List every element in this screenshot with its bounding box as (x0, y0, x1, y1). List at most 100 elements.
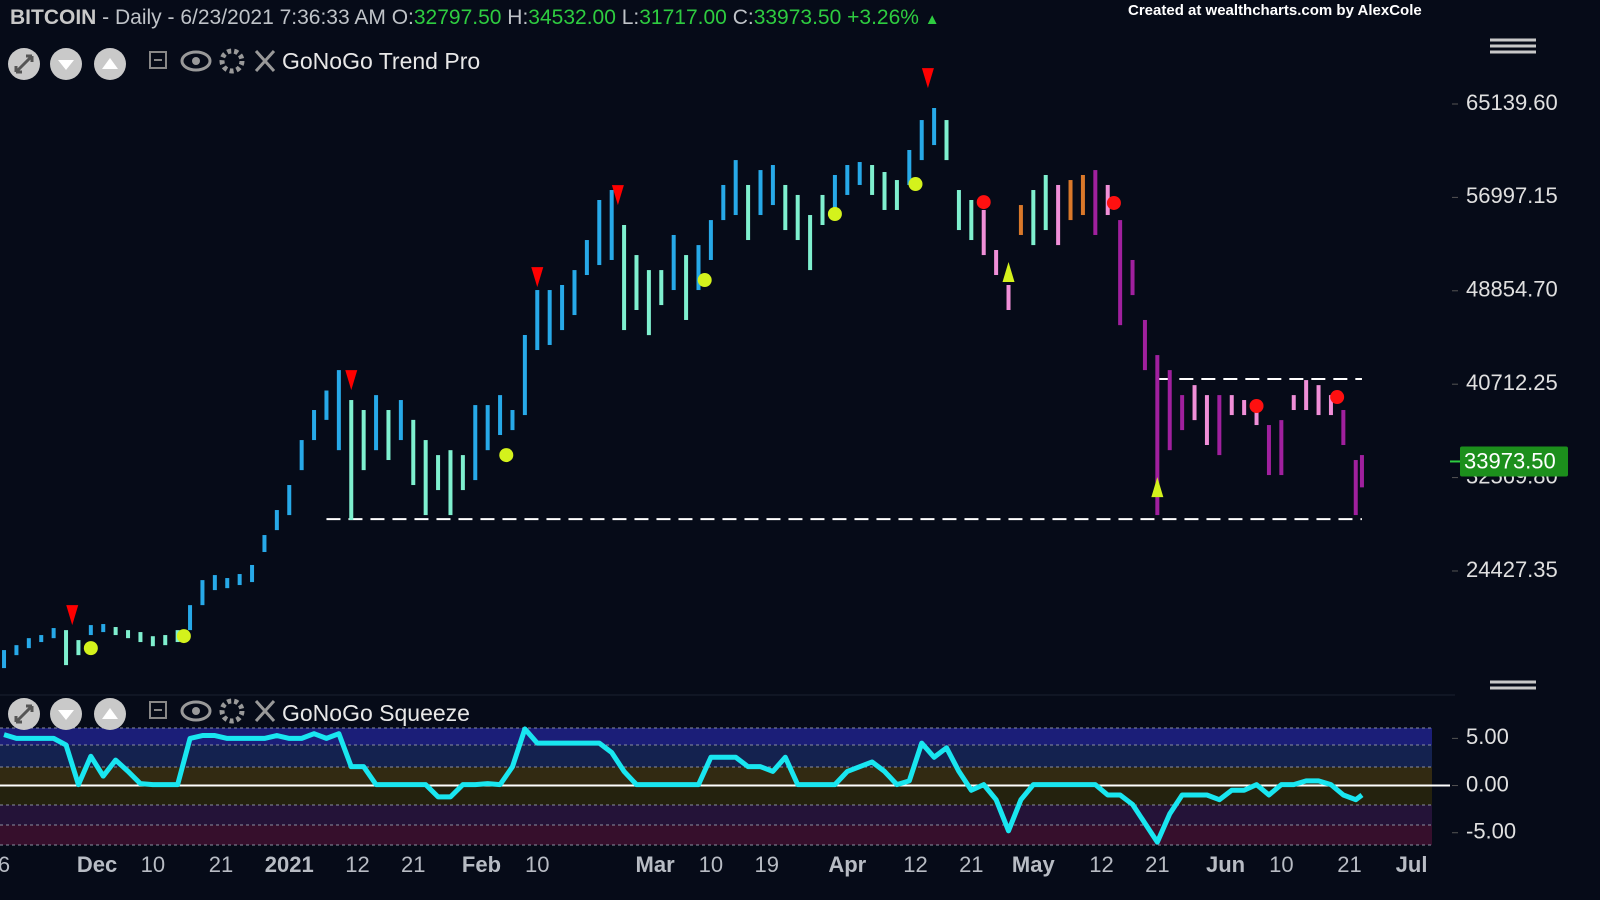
price-bar (1291, 395, 1296, 411)
label: H: (507, 6, 529, 29)
price-bar (1353, 460, 1358, 516)
interval: - Daily - 6/23/2021 7:36:33 AM (102, 6, 386, 29)
signal-dot (176, 629, 191, 644)
y-tick-label: 5.00 (1466, 724, 1509, 749)
price-bar (609, 190, 614, 260)
price-bar (448, 450, 453, 516)
price-bar (1204, 395, 1209, 445)
price-bar (473, 405, 478, 481)
close-button[interactable] (254, 49, 276, 73)
price-bar (126, 630, 131, 639)
price-bar (1056, 184, 1061, 246)
price-bar (1031, 190, 1036, 246)
x-tick-label: 6 (0, 852, 10, 877)
price-bar (584, 240, 589, 276)
x-tick-label: 10 (699, 852, 723, 877)
visibility-button[interactable] (180, 700, 212, 722)
signal-dot (976, 195, 991, 210)
value: 32797.50 (413, 6, 502, 29)
signal-triangle (345, 370, 358, 391)
price-bar (597, 199, 602, 266)
price-bar (870, 165, 875, 195)
price-bar (1093, 170, 1098, 235)
toolbar (8, 698, 276, 730)
price-bar (39, 635, 44, 643)
signal-dot (1249, 399, 1264, 414)
x-tick-label: 12 (345, 852, 369, 877)
symbol: BITCOIN (10, 6, 97, 29)
price-bar (498, 395, 503, 436)
price-bar (1142, 319, 1147, 371)
signal-dot (827, 206, 842, 221)
price-bar (758, 170, 763, 216)
settings-button[interactable] (219, 48, 245, 74)
label: O: (391, 6, 414, 29)
price-bar (374, 395, 379, 451)
price-bar (361, 410, 366, 471)
price-bar (820, 194, 825, 226)
pane-menu[interactable] (1490, 38, 1536, 690)
last-price-label: 33973.50 (1464, 448, 1556, 473)
x-tick-label: 12 (1089, 852, 1113, 877)
price-bar (510, 410, 515, 431)
squeeze-line (3, 726, 1364, 845)
value: 33973.50 (753, 6, 842, 29)
price-bar (1279, 420, 1284, 476)
price-bar (522, 335, 527, 416)
y-tick-label: 56997.15 (1466, 183, 1558, 208)
value: 31717.00 (639, 6, 727, 29)
price-bar (671, 234, 676, 291)
price-bar (200, 580, 205, 606)
price-bar (535, 290, 540, 351)
price-bar (225, 578, 230, 589)
price-bar (1229, 395, 1234, 416)
price-bar (783, 184, 788, 231)
price-bar (708, 220, 713, 260)
signal-dot (499, 448, 514, 463)
price-bar (882, 172, 887, 210)
price-bar (411, 419, 416, 486)
price-bar (312, 410, 317, 441)
price-bar (1217, 395, 1222, 456)
price-bar (1316, 385, 1321, 416)
x-tick-label: Jun (1206, 852, 1245, 877)
x-tick-label: 12 (903, 852, 927, 877)
y-tick-label: -5.00 (1466, 819, 1516, 844)
price-bar (832, 174, 837, 216)
price-bar (1167, 370, 1172, 451)
price-bar (113, 627, 118, 636)
y-tick-label: 48854.70 (1466, 277, 1558, 302)
x-tick-label: 21 (1145, 852, 1169, 877)
x-tick-label: 19 (754, 852, 778, 877)
price-bar (746, 184, 751, 241)
signal-dot (697, 273, 712, 288)
settings-button[interactable] (219, 698, 245, 724)
price-bar (436, 455, 441, 491)
price-bar (1304, 380, 1309, 411)
signal-triangle (1002, 262, 1015, 283)
price-bar (1359, 455, 1364, 488)
price-bar (51, 628, 56, 639)
close-button[interactable] (254, 699, 276, 723)
x-tick-label: Jul (1396, 852, 1428, 877)
price-bar (1006, 284, 1011, 310)
x-tick-label: 21 (401, 852, 425, 877)
price-bar (696, 245, 701, 291)
price-bar (88, 625, 93, 636)
price-bar (349, 400, 354, 521)
change: +3.26% (847, 6, 919, 29)
collapse-button[interactable] (149, 51, 167, 69)
price-bar (237, 574, 242, 586)
price-bar (163, 635, 168, 646)
collapse-button[interactable] (149, 701, 167, 719)
price-bar (969, 199, 974, 241)
price-bar (423, 440, 428, 516)
signal-dot (908, 177, 923, 192)
visibility-button[interactable] (180, 50, 212, 72)
value: 34532.00 (528, 6, 616, 29)
price-bar (659, 270, 664, 306)
price-bar (919, 120, 924, 161)
price-bar (560, 284, 565, 331)
